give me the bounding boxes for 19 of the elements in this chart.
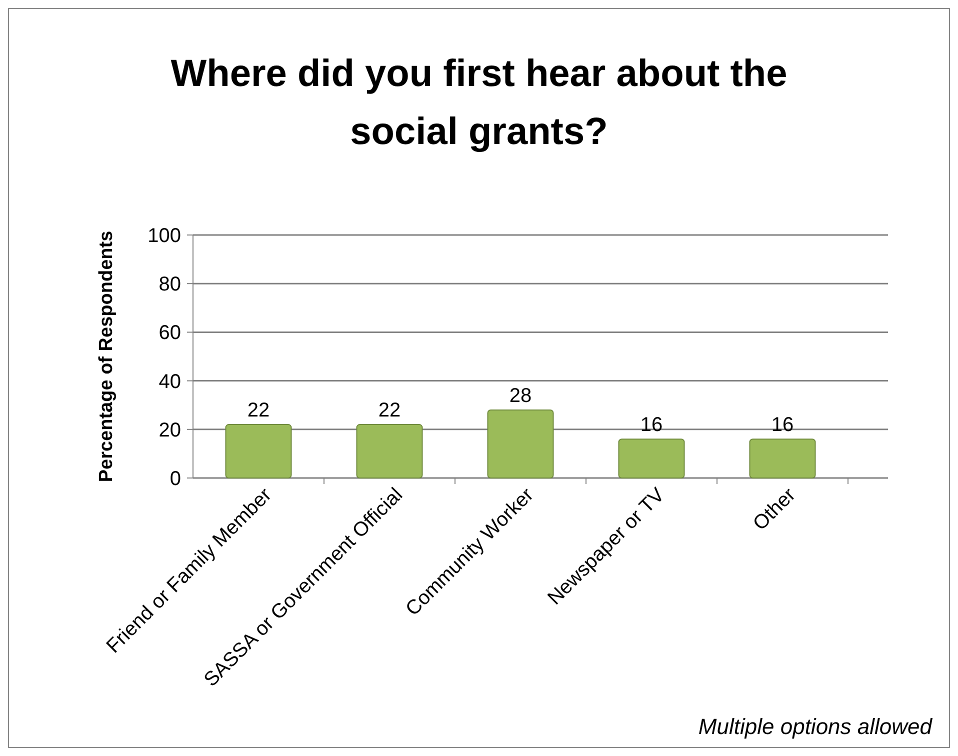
bar	[356, 424, 423, 478]
data-label: 16	[640, 414, 663, 436]
y-tick-label: 40	[158, 370, 181, 393]
bar	[225, 424, 292, 478]
data-label: 16	[771, 414, 794, 436]
data-label: 22	[247, 400, 270, 422]
data-label: 28	[509, 384, 532, 407]
bar	[618, 438, 685, 478]
text: Multiple options allowed	[698, 714, 933, 739]
bar	[749, 438, 816, 478]
y-tick-label: 60	[158, 322, 181, 344]
y-tick-label: 20	[158, 419, 181, 442]
data-label: 22	[378, 400, 401, 422]
y-tick-label: 0	[170, 468, 181, 490]
bar	[487, 409, 554, 478]
y-axis-title: Percentage of Respondents	[96, 230, 117, 482]
y-tick-label: 80	[158, 274, 181, 296]
chart-title: Where did you first hear about the social grants?	[170, 53, 788, 153]
y-tick-label: 100	[148, 225, 181, 247]
